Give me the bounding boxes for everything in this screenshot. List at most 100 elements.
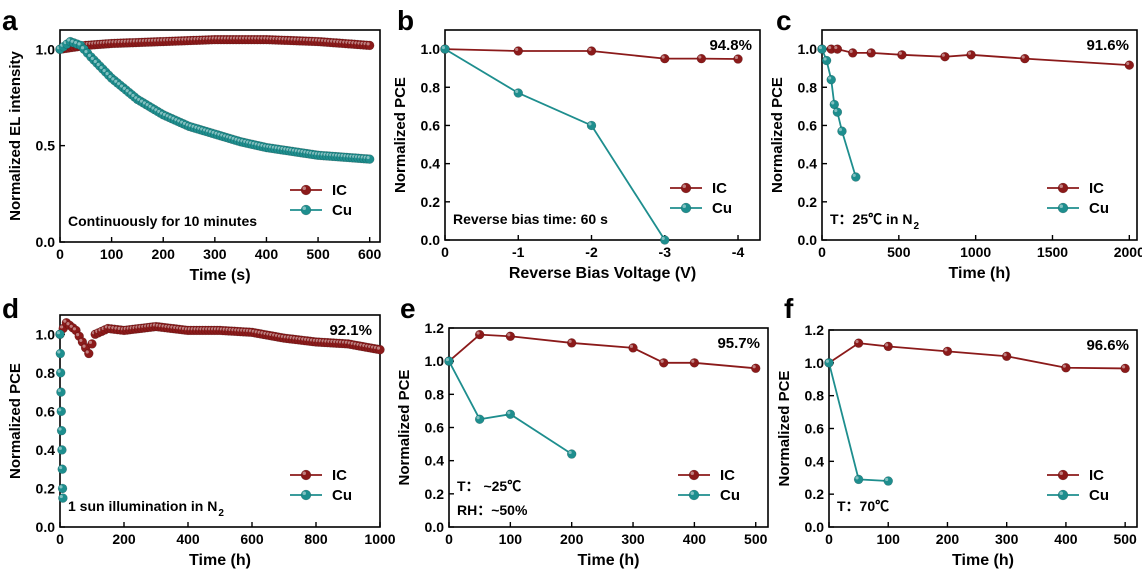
data-point	[444, 356, 454, 366]
x-tick-label: 400	[255, 246, 279, 262]
x-axis-label: Time (h)	[578, 552, 640, 569]
series-Cu	[444, 356, 577, 459]
data-point-highlight	[58, 427, 62, 431]
data-point-highlight	[834, 45, 838, 50]
data-point-highlight	[131, 93, 135, 98]
data-point	[866, 48, 876, 58]
legend-marker-highlight	[690, 471, 694, 475]
legend-marker-highlight	[1059, 184, 1063, 188]
x-axis-label: Reverse Bias Voltage (V)	[509, 265, 696, 282]
data-point	[57, 483, 68, 494]
series-IC	[440, 44, 743, 64]
y-tick-label: 0.5	[36, 138, 56, 154]
series-IC	[824, 338, 1130, 374]
legend-marker-highlight	[302, 491, 306, 495]
data-point-highlight	[1003, 353, 1007, 357]
y-tick-label: 1.2	[425, 320, 445, 336]
series-IC	[55, 34, 375, 55]
data-point-highlight	[84, 49, 88, 54]
data-point	[696, 53, 707, 64]
data-point-highlight	[366, 155, 370, 160]
data-point-highlight	[108, 75, 112, 79]
data-point-highlight	[59, 466, 63, 470]
data-point-highlight	[734, 55, 739, 60]
data-point-highlight	[60, 325, 64, 329]
legend-marker	[680, 182, 692, 194]
annotation-text: 1 sun illumination in N	[68, 498, 217, 514]
legend-marker-highlight	[302, 206, 306, 210]
data-point-highlight	[476, 331, 480, 335]
data-point	[566, 449, 577, 459]
x-tick-label: 1500	[1037, 244, 1068, 260]
x-tick-label: 300	[621, 531, 645, 547]
data-point-highlight	[661, 236, 665, 240]
data-point-highlight	[119, 84, 124, 88]
data-point	[660, 235, 670, 245]
y-tick-label: 0.0	[36, 519, 56, 535]
legend-marker-highlight	[682, 184, 686, 188]
data-point-highlight	[691, 359, 695, 363]
series-IC	[55, 317, 385, 359]
data-point-highlight	[752, 365, 756, 369]
data-point-highlight	[102, 68, 106, 73]
data-point-highlight	[834, 108, 838, 113]
legend-marker	[1057, 202, 1069, 214]
x-tick-label: 0	[445, 531, 453, 547]
data-point-highlight	[117, 82, 121, 86]
data-point	[375, 344, 385, 355]
x-tick-label: -4	[732, 244, 745, 260]
legend-label: IC	[332, 467, 347, 484]
data-point	[364, 40, 375, 51]
data-point	[883, 476, 893, 486]
annotation-subscript: 2	[913, 221, 919, 232]
data-point-highlight	[1122, 365, 1126, 369]
annotation-text-2: RH：~50%	[457, 502, 528, 518]
annotation-subscript: 2	[218, 508, 224, 519]
data-point-highlight	[59, 494, 63, 499]
data-point	[851, 172, 861, 182]
x-tick-label: 500	[1113, 531, 1137, 547]
percent-label: 95.7%	[717, 335, 760, 352]
series-Cu	[55, 329, 68, 503]
series-Cu	[440, 44, 670, 245]
data-point-highlight	[76, 333, 80, 337]
data-point-highlight	[507, 333, 511, 337]
data-point	[821, 55, 832, 66]
legend-marker-highlight	[682, 204, 686, 208]
x-tick-label: 600	[358, 246, 382, 262]
x-tick-label: 400	[1054, 531, 1078, 547]
data-point	[566, 338, 577, 348]
legend-item-IC: IC	[670, 180, 727, 197]
x-tick-label: -1	[512, 244, 525, 260]
x-tick-label: 300	[995, 531, 1019, 547]
data-point-highlight	[838, 128, 842, 132]
data-point	[1124, 60, 1135, 70]
y-tick-label: 0.0	[36, 234, 56, 250]
data-point	[832, 44, 843, 54]
y-tick-label: 0.8	[805, 388, 825, 404]
legend-marker	[300, 184, 312, 196]
annotation-text: Continuously for 10 minutes	[68, 213, 257, 229]
data-point	[1120, 363, 1130, 374]
data-point-highlight	[515, 89, 519, 94]
data-point-highlight	[93, 59, 97, 64]
y-tick-label: 0.6	[805, 421, 825, 437]
x-tick-label: 200	[152, 246, 176, 262]
y-tick-label: 0.8	[798, 79, 818, 95]
data-point-highlight	[825, 359, 829, 363]
legend-marker	[680, 202, 692, 214]
data-point-highlight	[63, 319, 67, 323]
y-tick-label: 1.0	[805, 355, 825, 371]
y-tick-label: 0.0	[798, 232, 818, 248]
y-tick-label: 0.2	[798, 194, 818, 210]
percent-label: 94.8%	[709, 37, 752, 54]
data-point-highlight	[855, 339, 859, 344]
y-tick-label: 0.4	[805, 453, 825, 469]
legend-marker-highlight	[1059, 491, 1063, 495]
legend-label: Cu	[332, 487, 352, 504]
data-point-highlight	[698, 55, 702, 59]
series-line	[444, 48, 666, 241]
annotation-text: Reverse bias time: 60 s	[453, 211, 608, 227]
x-tick-label: 300	[203, 246, 227, 262]
legend-label: IC	[720, 467, 735, 484]
